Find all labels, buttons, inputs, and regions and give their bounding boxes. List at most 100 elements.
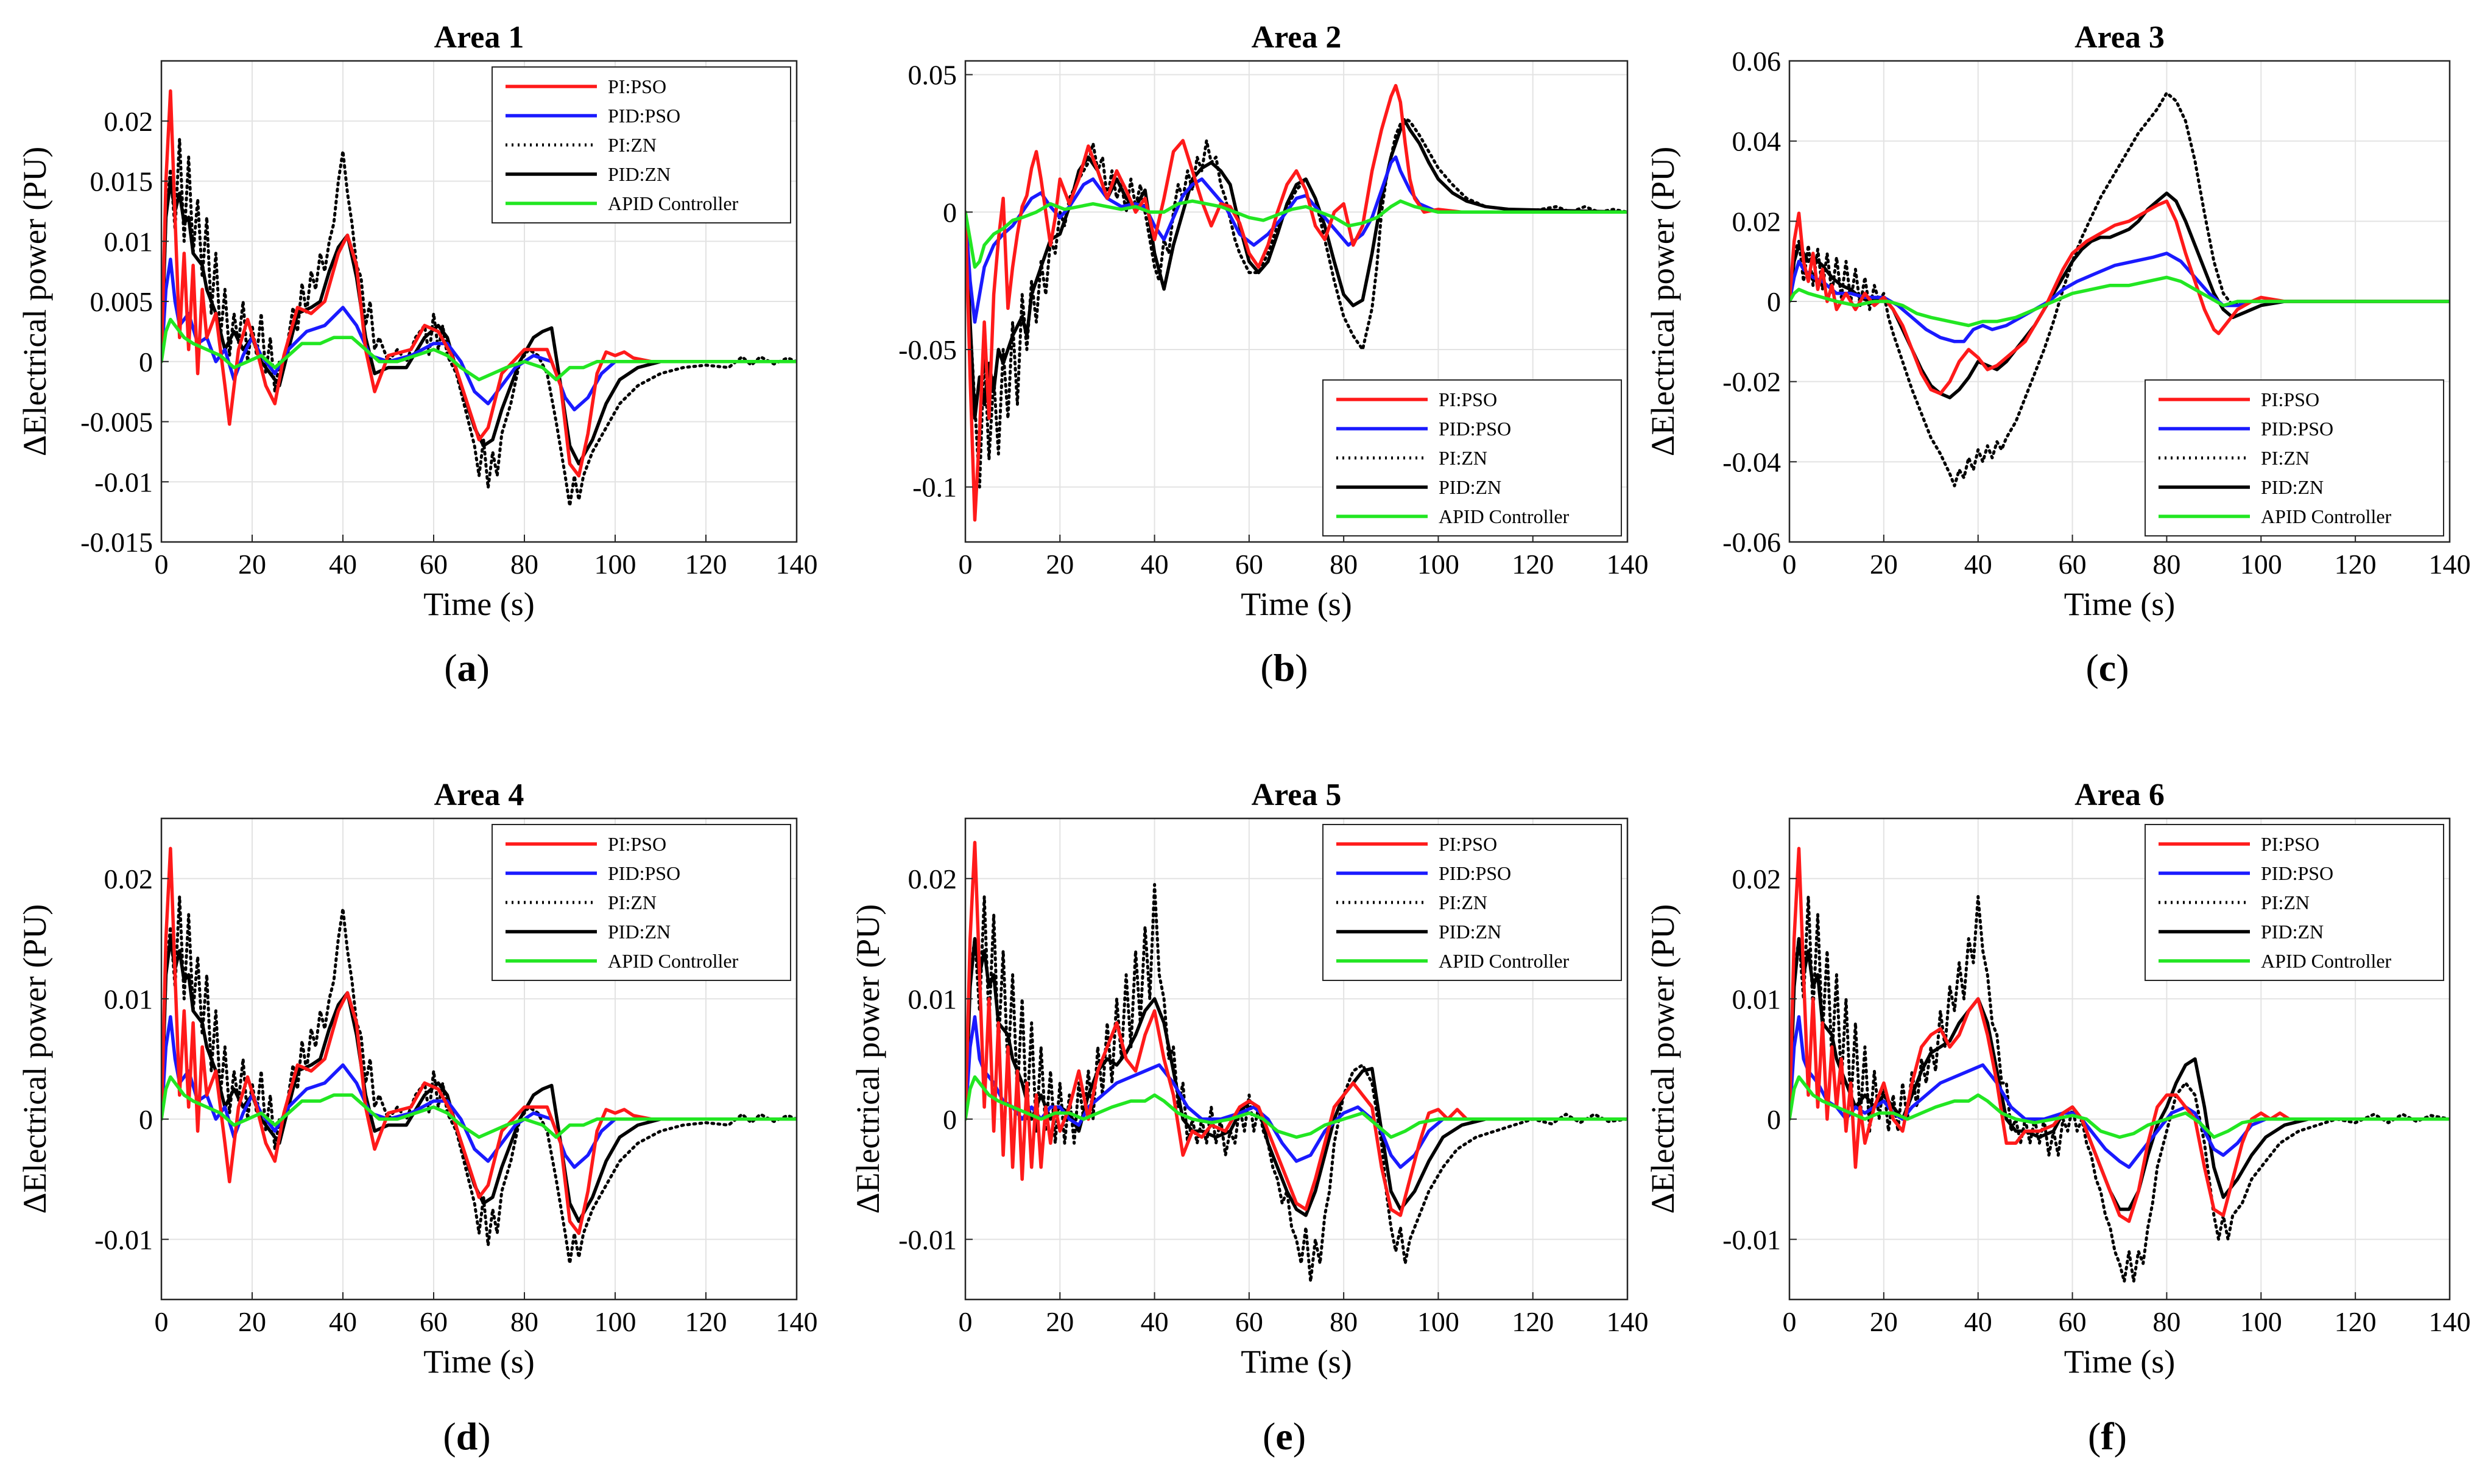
chart-area-3: 0 20 40 60 80 100 120 140 -0.06 -0.04 -0.02 0 0.02 0.… <box>1644 20 2471 689</box>
x-tick-label: 60 <box>2059 1306 2087 1337</box>
y-tick-label: -0.02 <box>1722 367 1781 398</box>
legend-entry: PID:ZN <box>2261 476 2324 498</box>
series-line-pid-zn <box>1789 937 2450 1211</box>
chart-title: Area 1 <box>434 20 524 55</box>
x-tick-label: 60 <box>2059 549 2087 580</box>
legend: PI:PSO PID:PSO PI:ZN PID:ZN APID Controller <box>492 824 791 981</box>
legend-entry: PID:ZN <box>608 921 671 943</box>
y-tick-label: 0.06 <box>1732 46 1782 77</box>
series-line-apid-controller <box>1789 275 2450 328</box>
axes-frame <box>964 817 1629 1301</box>
legend-entry: APID Controller <box>1439 505 1570 527</box>
legend: PI:PSO PID:PSO PI:ZN PID:ZN APID Controller <box>1322 824 1622 981</box>
axes-frame <box>964 60 1629 543</box>
x-tick-label: 100 <box>1417 1306 1459 1337</box>
legend-box <box>2145 379 2444 536</box>
legend: PI:PSO PID:PSO PI:ZN PID:ZN APID Controller <box>492 66 791 223</box>
x-tick-label: 0 <box>1783 549 1797 580</box>
y-tick-label: 0 <box>139 1104 153 1135</box>
legend: PI:PSO PID:PSO PI:ZN PID:ZN APID Controller <box>2145 379 2444 536</box>
subfigure-label: (a) <box>444 646 490 689</box>
legend-entry: APID Controller <box>608 192 739 214</box>
x-tick-label: 80 <box>1330 1306 1358 1337</box>
y-axis-label: ΔElectrical power (PU) <box>16 147 53 457</box>
series-line-pid-zn <box>965 119 1627 420</box>
x-tick-label: 140 <box>1607 549 1649 580</box>
x-tick-label: 120 <box>685 1306 727 1337</box>
subfigure-label: (c) <box>2085 646 2129 689</box>
x-tick-label: 120 <box>2335 1306 2377 1337</box>
subfigure-label: (d) <box>443 1415 490 1458</box>
series-line-pid-zn <box>965 937 1627 1217</box>
y-tick-label: -0.01 <box>94 466 153 498</box>
series-line-pi-pso <box>1789 199 2450 396</box>
y-tick-label: 0.02 <box>908 863 957 895</box>
chart-title: Area 4 <box>434 778 524 812</box>
legend: PI:PSO PID:PSO PI:ZN PID:ZN APID Controller <box>2145 824 2444 981</box>
chart-area-2: 0 20 40 60 80 100 120 140 -0.1 -0.05 0 0.05 Area 2 Ti… <box>898 20 1648 689</box>
y-axis-label: ΔElectrical power (PU) <box>16 904 53 1214</box>
legend-entry: PI:ZN <box>1439 447 1487 469</box>
chart-title: Area 5 <box>1252 778 1342 812</box>
legend-entry: PID:PSO <box>2261 418 2333 440</box>
chart-title: Area 2 <box>1252 20 1342 55</box>
y-tick-label: 0.01 <box>1732 983 1782 1015</box>
series-line-apid-controller <box>1789 1075 2450 1139</box>
legend-entry: PI:PSO <box>2261 833 2319 855</box>
x-tick-label: 40 <box>1964 549 1992 580</box>
x-tick-label: 0 <box>155 549 169 580</box>
series-line-pid-pso <box>1789 251 2450 343</box>
x-tick-label: 20 <box>1870 549 1898 580</box>
chart-title: Area 6 <box>2074 778 2165 812</box>
x-tick-label: 0 <box>959 1306 973 1337</box>
y-tick-label: 0 <box>1767 1104 1781 1135</box>
series-line-apid-controller <box>965 1075 1627 1139</box>
x-tick-label: 60 <box>420 549 448 580</box>
legend-entry: PID:ZN <box>1439 921 1501 943</box>
x-tick-label: 20 <box>1046 549 1074 580</box>
x-tick-label: 100 <box>594 549 636 580</box>
axes-frame <box>1788 817 2451 1301</box>
legend-box <box>492 824 791 981</box>
y-tick-label: 0 <box>139 346 153 378</box>
x-tick-label: 80 <box>2152 549 2180 580</box>
y-tick-label: -0.1 <box>912 472 957 503</box>
x-tick-label: 80 <box>510 549 538 580</box>
y-tick-label: 0 <box>943 1104 957 1135</box>
y-tick-label: -0.005 <box>80 407 153 438</box>
legend: PI:PSO PID:PSO PI:ZN PID:ZN APID Controller <box>1322 379 1622 536</box>
series-line-pi-pso <box>161 89 797 478</box>
x-tick-label: 140 <box>776 549 818 580</box>
x-tick-label: 60 <box>1235 1306 1263 1337</box>
series-line-apid-controller <box>161 317 797 382</box>
y-tick-label: 0.01 <box>104 226 153 257</box>
y-tick-label: 0.02 <box>1732 863 1782 895</box>
x-axis-label: Time (s) <box>2064 1343 2176 1380</box>
subfigure-label: (b) <box>1260 646 1308 689</box>
y-axis-label: ΔElectrical power (PU) <box>1644 147 1681 457</box>
legend-entry: PI:PSO <box>1439 833 1497 855</box>
x-tick-label: 20 <box>238 549 266 580</box>
x-tick-label: 20 <box>238 1306 266 1337</box>
x-tick-label: 100 <box>2240 1306 2282 1337</box>
x-tick-label: 140 <box>776 1306 818 1337</box>
x-tick-label: 0 <box>959 549 973 580</box>
legend-box <box>492 66 791 223</box>
x-tick-label: 100 <box>1417 549 1459 580</box>
legend-entry: PID:PSO <box>1439 418 1511 440</box>
series-line-apid-controller <box>965 199 1627 269</box>
series-line-pi-zn <box>161 137 797 508</box>
x-tick-label: 0 <box>1783 1306 1797 1337</box>
x-tick-label: 120 <box>2335 549 2377 580</box>
x-tick-label: 120 <box>1512 549 1554 580</box>
legend-entry: PI:ZN <box>1439 891 1487 913</box>
legend-box <box>1322 379 1622 536</box>
chart-title: Area 3 <box>2074 20 2165 55</box>
y-axis-label: ΔElectrical power (PU) <box>1644 904 1681 1214</box>
y-tick-label: 0.005 <box>90 286 153 317</box>
chart-area-6: 0 20 40 60 80 100 120 140 -0.01 0 0.01 0.02 Area 6 Ti… <box>1644 778 2471 1458</box>
x-tick-label: 60 <box>1235 549 1263 580</box>
x-tick-label: 100 <box>594 1306 636 1337</box>
legend-entry: PID:PSO <box>608 862 680 884</box>
